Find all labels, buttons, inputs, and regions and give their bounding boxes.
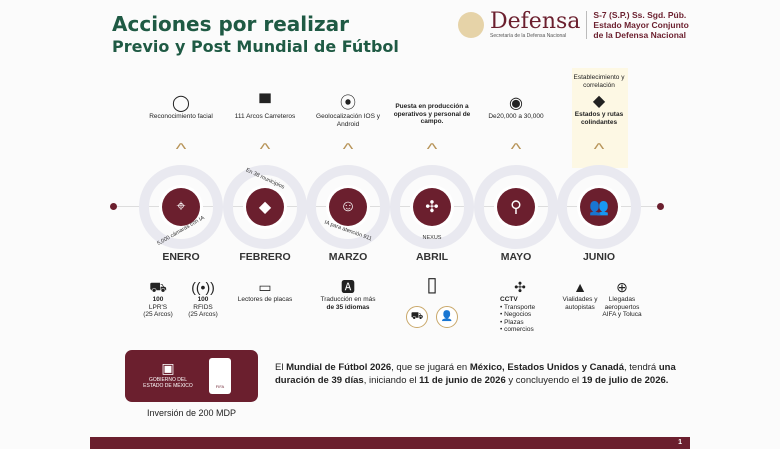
month-top-info: Establecimiento y correlación ◆ Estados y … — [557, 74, 641, 126]
location-icon: ⊕ — [616, 279, 628, 295]
marzo-icon: ☺ — [329, 188, 367, 226]
road-icon: ▲ — [573, 279, 587, 295]
month-top-info: ▀ 111 Arcos Carreteros — [223, 95, 307, 145]
fifa-2026-logo: FIFA — [209, 358, 231, 394]
sponsor-card: ▣ GOBIERNO DEL ESTADO DE MÉXICO FIFA — [125, 350, 258, 402]
enero-icon: ⌖ — [162, 188, 200, 226]
chevron-up-icon: ^ — [342, 141, 354, 158]
phone-icon: ▯ — [426, 274, 438, 296]
month-label: ENERO — [162, 251, 200, 263]
page-number: 1 — [678, 439, 682, 446]
page-title: Acciones por realizar Previo y Post Mund… — [112, 12, 399, 56]
plate-reader-item: ▭ Lectores de placas — [223, 278, 307, 304]
febrero-icon: ◆ — [246, 188, 284, 226]
investment-label: Inversión de 200 MDP — [146, 408, 237, 418]
month-label: MAYO — [500, 251, 532, 263]
list-item: • Transporte — [500, 303, 536, 311]
signal-icon: ((•)) — [191, 279, 215, 295]
month-label: ABRIL — [415, 251, 449, 263]
rfid-item: ((•)) 100 RFIDS (25 Arcos) — [183, 278, 223, 319]
june-highlight — [572, 68, 628, 168]
febrero-top-icon: ▀ — [259, 95, 271, 112]
chevron-up-icon: ^ — [510, 141, 522, 158]
car-icon: ⛟ — [149, 279, 167, 295]
month-ring — [557, 165, 641, 249]
junio-top-icon: ◆ — [592, 93, 606, 110]
month-top-info: Puesta en producción a operativos y pers… — [393, 103, 471, 125]
timeline-end-dot — [657, 203, 664, 210]
chevron-up-icon: ^ — [426, 141, 438, 158]
airports-item: ⊕ Llegadas aeropuertos AIFA y Toluca — [600, 278, 644, 319]
junio-icon: 👥 — [580, 188, 618, 226]
month-top-info: ◉ De20,000 a 30,000 — [474, 95, 558, 145]
month-label: FEBRERO — [239, 251, 291, 263]
month-top-info: ⦿ Geolocalización IOS y Android — [306, 95, 390, 145]
month-label: JUNIO — [582, 251, 616, 263]
edomex-logo: ▣ GOBIERNO DEL ESTADO DE MÉXICO — [143, 360, 193, 389]
month-ring — [390, 165, 474, 249]
abril-icon: ✣ — [413, 188, 451, 226]
marzo-top-icon: ⦿ — [339, 95, 356, 112]
plate-icon: ▭ — [258, 279, 272, 295]
month-ring — [139, 165, 223, 249]
translation-item: 🅰 Traducción en más de 35 idiomas — [306, 278, 390, 311]
app-item: ▯ ⛟ 👤 — [390, 272, 474, 328]
description: El Mundial de Fútbol 2026, que se jugará… — [275, 362, 676, 386]
mayo-top-icon: ◉ — [509, 95, 523, 112]
month-label: MARZO — [328, 251, 368, 263]
list-item: • Negocios — [500, 311, 532, 318]
chevron-up-icon: ^ — [175, 141, 187, 158]
chevron-up-icon: ^ — [593, 141, 605, 158]
list-item: • comercios — [500, 326, 534, 333]
roads-item: ▲ Vialidades y autopistas — [560, 278, 600, 311]
cctv-item: ✣ CCTV • Transporte • Negocios • Plazas • com… — [500, 278, 540, 334]
chevron-up-icon: ^ — [259, 141, 271, 158]
defensa-logo: Defensa Secretaría de la Defensa Nacional… — [458, 10, 689, 40]
enero-top-icon: ◯ — [172, 95, 190, 112]
footer-bar: 1 — [90, 437, 690, 449]
network-icon: ✣ — [514, 279, 526, 295]
month-top-info: ◯ Reconocimiento facial — [139, 95, 223, 145]
month-ring — [306, 165, 390, 249]
office-name: S-7 (S.P.) Ss. Sgd. Púb. Estado Mayor Con… — [593, 10, 689, 40]
month-ring — [223, 165, 307, 249]
divider — [586, 11, 588, 39]
lpr-item: ⛟ 100 LPR'S (25 Arcos) — [138, 278, 178, 319]
month-caption: NEXUS — [422, 235, 442, 241]
timeline-start-dot — [110, 203, 117, 210]
mayo-icon: ⚲ — [497, 188, 535, 226]
vehicle-icon: ⛟ — [406, 306, 428, 328]
coat-of-arms-icon: ▣ — [161, 360, 175, 376]
list-item: • Plazas — [500, 318, 524, 326]
month-ring — [474, 165, 558, 249]
person-icon: 👤 — [436, 306, 458, 328]
seal-icon — [458, 12, 484, 38]
translate-icon: 🅰 — [341, 279, 355, 295]
